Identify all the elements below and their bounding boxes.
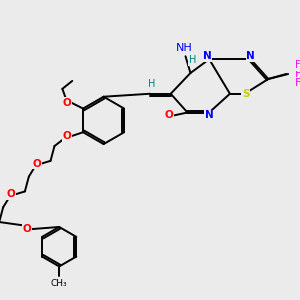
Text: NH: NH bbox=[176, 44, 193, 53]
Text: H: H bbox=[148, 79, 156, 89]
Text: F: F bbox=[295, 60, 300, 70]
Text: N: N bbox=[205, 110, 214, 121]
Text: O: O bbox=[63, 98, 72, 108]
Text: H: H bbox=[189, 55, 196, 65]
Text: CH₃: CH₃ bbox=[51, 279, 68, 288]
Text: F: F bbox=[295, 78, 300, 88]
Text: O: O bbox=[164, 110, 173, 121]
Text: N: N bbox=[246, 51, 255, 61]
Text: O: O bbox=[63, 131, 72, 141]
Text: N: N bbox=[203, 51, 212, 61]
Text: O: O bbox=[7, 189, 15, 200]
Text: O: O bbox=[23, 224, 32, 234]
Text: S: S bbox=[242, 89, 249, 99]
Text: O: O bbox=[32, 159, 41, 169]
Text: F: F bbox=[295, 69, 300, 79]
